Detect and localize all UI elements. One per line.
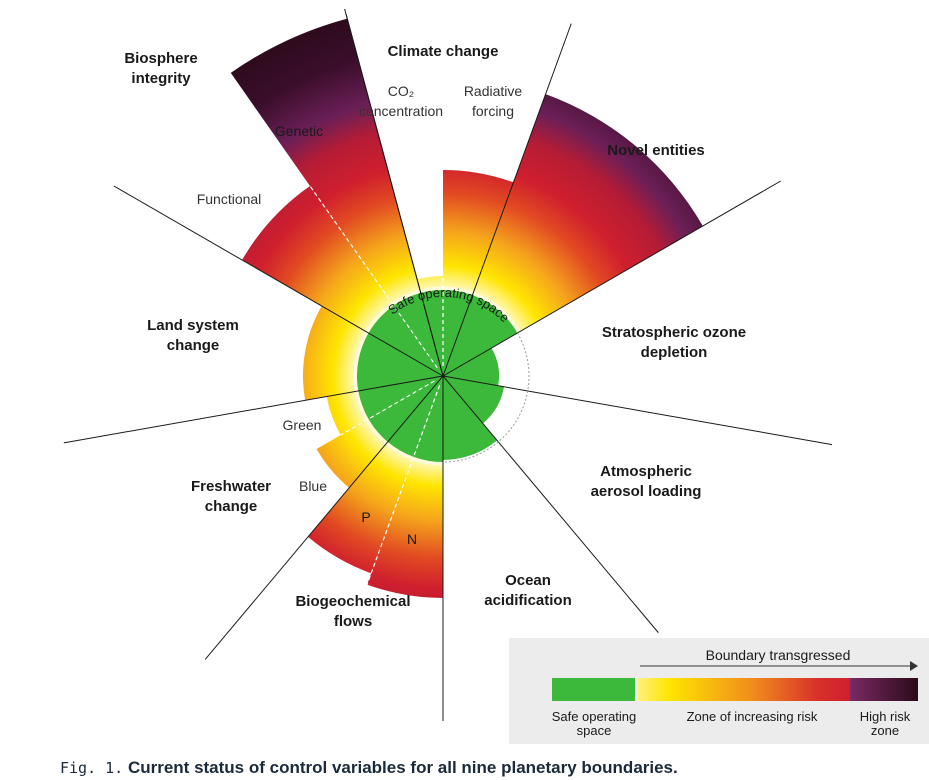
legend: Boundary transgressed Safe operating spa… [509,638,929,744]
genetic-label: Genetic [275,123,323,139]
boundary-dotted-arc [517,332,530,392]
aerosol-title: Atmospheric [600,463,692,480]
boundary-wedges [230,18,703,598]
nitrogen-wedge [367,456,443,598]
sector-divider [442,375,659,633]
climate-rf-wedge [443,170,514,296]
green-water-label: Green [283,417,322,433]
co2-label: CO₂ [388,83,414,99]
phosphorus-wedge [308,441,414,574]
legend-high-swatch [850,678,918,701]
boundary-marks [309,185,530,585]
land-system-title-2: change [167,337,220,354]
genetic-diversity-wedge [230,18,421,306]
novel-entities-wedge [472,94,703,333]
ocean-title: Ocean [505,572,551,589]
sub-boundary-divider [340,380,435,436]
figure-caption-text: Current status of control variables for … [127,758,678,777]
radiative-forcing-label-2: forcing [472,103,514,119]
functional-label: Functional [197,191,262,207]
sector-divider [63,375,444,444]
sub-boundary-divider [366,385,441,585]
blue-water-label: Blue [299,478,327,494]
nitrogen-wedge-safe [413,376,443,462]
sector-divider [442,180,781,377]
functional-integrity-wedge [242,185,394,333]
ocean-title-2: acidification [484,592,572,609]
land-system-wedge-safe [357,333,443,391]
freshwater-title-2: change [205,498,258,515]
land-system-title: Land system [147,317,239,334]
sector-divider [442,375,833,446]
legend-high-label-2: zone [871,723,899,738]
biosphere-title: Biosphere [124,50,197,67]
land-system-wedge [303,306,369,401]
legend-safe-label: Safe operating [552,709,637,724]
climate-change-title: Climate change [388,43,499,60]
radiative-forcing-label: Radiative [464,83,523,99]
sector-divider [204,375,444,660]
aerosol-title-2: aerosol loading [591,483,702,500]
legend-arrow-head [910,661,918,671]
sector-divider [345,13,444,377]
ocean-wedge-safe [443,376,497,460]
boundary-dotted-arc [442,441,499,463]
legend-increasing-label: Zone of increasing risk [687,709,818,724]
sub-boundary-divider [309,185,438,369]
aerosol-wedge-safe [443,376,505,424]
legend-safe-label-2: space [577,723,612,738]
figure-number: Fig. 1. [60,759,124,777]
ozone-title: Stratospheric ozone [602,324,746,341]
biogeochemical-title-2: flows [334,613,372,630]
blue-water-wedge-safe [368,376,443,442]
co2-label-2: concentration [359,103,443,119]
nitrogen-label: N [407,531,417,547]
figure-caption: Fig. 1. Current status of control variab… [60,758,678,778]
biogeochemical-title: Biogeochemical [295,593,410,610]
sector-divider [113,185,444,377]
functional-integrity-wedge-safe [368,305,443,376]
legend-increasing-swatch [638,678,850,701]
sector-divider-lines [63,8,833,721]
genetic-diversity-wedge-safe [393,292,443,376]
freshwater-title: Freshwater [191,478,271,495]
phosphorus-label: P [361,509,370,525]
biosphere-title-2: integrity [131,70,191,87]
novel-entities-title: Novel entities [607,142,705,159]
blue-water-wedge [316,419,388,488]
ozone-title-2: depletion [641,344,708,361]
sector-divider [442,23,572,377]
green-water-wedge-safe [358,376,443,419]
ozone-wedge-safe [443,348,499,386]
legend-safe-swatch [552,678,635,701]
boundary-dotted-arc [497,390,529,443]
phosphorus-wedge-safe [387,376,443,457]
novel-entities-wedge-safe [443,295,518,376]
legend-arrow-label: Boundary transgressed [706,647,851,663]
legend-high-label: High risk [860,709,911,724]
